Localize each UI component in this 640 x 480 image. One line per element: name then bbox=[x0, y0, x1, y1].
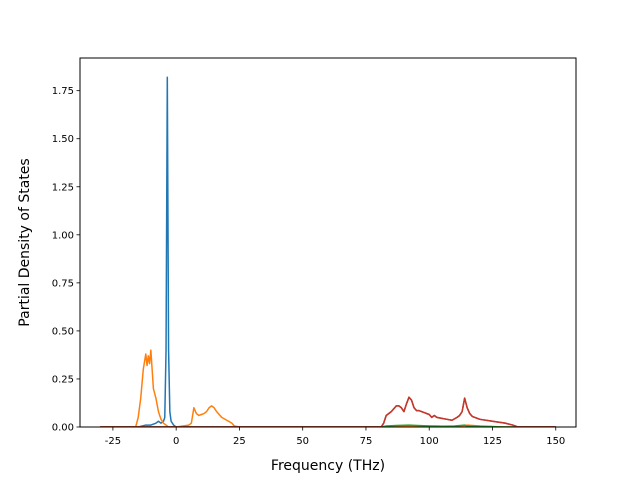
y-tick-label: 0.75 bbox=[52, 278, 74, 289]
y-ticks: 0.00 0.25 0.50 0.75 1.00 1.25 1.50 1.75 bbox=[52, 86, 80, 434]
x-ticks: -25 0 25 50 75 100 125 150 bbox=[105, 427, 565, 447]
y-tick-label: 0.00 bbox=[52, 423, 74, 434]
x-tick-label: -25 bbox=[105, 436, 121, 447]
x-tick-label: 75 bbox=[360, 436, 373, 447]
series-line-3 bbox=[100, 424, 556, 427]
series-line-2 bbox=[100, 349, 556, 427]
series-group bbox=[100, 76, 556, 427]
y-tick-label: 1.75 bbox=[52, 86, 74, 97]
series-line-5 bbox=[100, 396, 556, 427]
x-tick-label: 150 bbox=[546, 436, 565, 447]
y-tick-label: 1.00 bbox=[52, 230, 74, 241]
x-axis-label: Frequency (THz) bbox=[271, 458, 385, 474]
plot-frame bbox=[79, 57, 577, 428]
x-tick-label: 0 bbox=[173, 436, 179, 447]
x-tick-label: 125 bbox=[483, 436, 502, 447]
y-tick-label: 0.50 bbox=[52, 326, 74, 337]
x-tick-label: 100 bbox=[420, 436, 439, 447]
x-tick-label: 50 bbox=[296, 436, 309, 447]
series-line-1 bbox=[100, 76, 556, 427]
y-tick-label: 0.25 bbox=[52, 374, 74, 385]
y-axis-label: Partial Density of States bbox=[17, 158, 33, 326]
x-tick-label: 25 bbox=[233, 436, 246, 447]
y-tick-label: 1.50 bbox=[52, 134, 74, 145]
y-tick-label: 1.25 bbox=[52, 182, 74, 193]
